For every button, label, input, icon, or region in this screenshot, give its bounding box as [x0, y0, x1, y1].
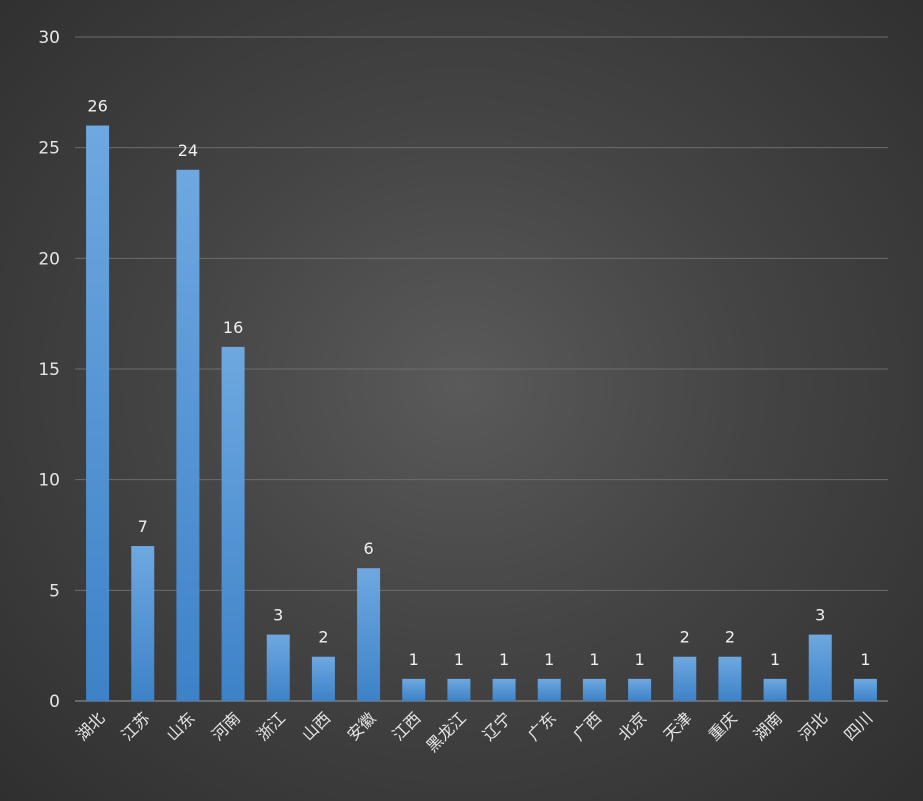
data-label: 1: [454, 650, 464, 669]
x-tick-label: 河北: [795, 708, 831, 744]
x-tick-label: 浙江: [253, 708, 289, 744]
x-tick-label: 山东: [163, 708, 199, 744]
y-axis: 0 5 10 15 20 25 30: [38, 28, 60, 712]
data-label: 1: [409, 650, 419, 669]
data-label: 7: [138, 517, 148, 536]
bar-北京: [628, 678, 652, 701]
data-label: 2: [725, 628, 735, 647]
bar-安徽: [357, 568, 381, 701]
bar-广西: [582, 678, 606, 701]
x-tick-label: 湖北: [72, 708, 108, 744]
data-label: 1: [589, 650, 599, 669]
data-label: 1: [860, 650, 870, 669]
bar-黑龙江: [447, 678, 471, 701]
data-label: 3: [273, 606, 283, 625]
bar-湖南: [763, 678, 787, 701]
grid-lines: [75, 36, 888, 702]
bar-四川: [853, 678, 877, 701]
x-tick-label: 天津: [660, 708, 696, 744]
bar-广东: [537, 678, 561, 701]
x-tick-label: 黑龙江: [422, 708, 469, 755]
x-tick-label: 安徽: [343, 708, 379, 744]
data-label: 1: [770, 650, 780, 669]
y-tick-label: 20: [38, 249, 60, 269]
data-label: 16: [223, 318, 243, 337]
x-tick-label: 江西: [389, 708, 425, 744]
bar-山西: [311, 656, 335, 701]
bar-河北: [808, 634, 832, 701]
x-tick-label: 广东: [524, 708, 560, 744]
y-tick-label: 5: [49, 581, 60, 601]
y-tick-label: 0: [49, 692, 60, 712]
data-label: 1: [499, 650, 509, 669]
y-tick-label: 25: [38, 139, 60, 159]
x-tick-label: 广西: [569, 708, 605, 744]
bar-江西: [402, 678, 426, 701]
bar-天津: [673, 656, 697, 701]
x-tick-label: 湖南: [750, 708, 786, 744]
data-label: 26: [87, 97, 107, 116]
x-tick-label: 辽宁: [479, 708, 515, 744]
data-label: 6: [363, 539, 373, 558]
data-label: 2: [680, 628, 690, 647]
bar-浙江: [266, 634, 290, 701]
data-label: 3: [815, 606, 825, 625]
x-tick-label: 北京: [614, 708, 650, 744]
x-tick-label: 四川: [840, 708, 876, 744]
data-label: 24: [178, 141, 198, 160]
x-tick-label: 河南: [208, 708, 244, 744]
y-tick-label: 10: [38, 471, 60, 491]
bar-辽宁: [492, 678, 516, 701]
bars: [86, 125, 877, 702]
data-label: 2: [318, 628, 328, 647]
bar-江苏: [131, 546, 155, 701]
x-tick-label: 重庆: [705, 708, 741, 744]
bar-重庆: [718, 656, 742, 701]
data-label: 1: [544, 650, 554, 669]
y-tick-label: 15: [38, 360, 60, 380]
x-tick-label: 江苏: [118, 708, 154, 744]
y-tick-label: 30: [38, 28, 60, 48]
x-tick-label: 山西: [298, 708, 334, 744]
bar-河南: [221, 346, 245, 701]
bar-山东: [176, 169, 200, 702]
data-label: 1: [634, 650, 644, 669]
bar-湖北: [86, 125, 110, 702]
